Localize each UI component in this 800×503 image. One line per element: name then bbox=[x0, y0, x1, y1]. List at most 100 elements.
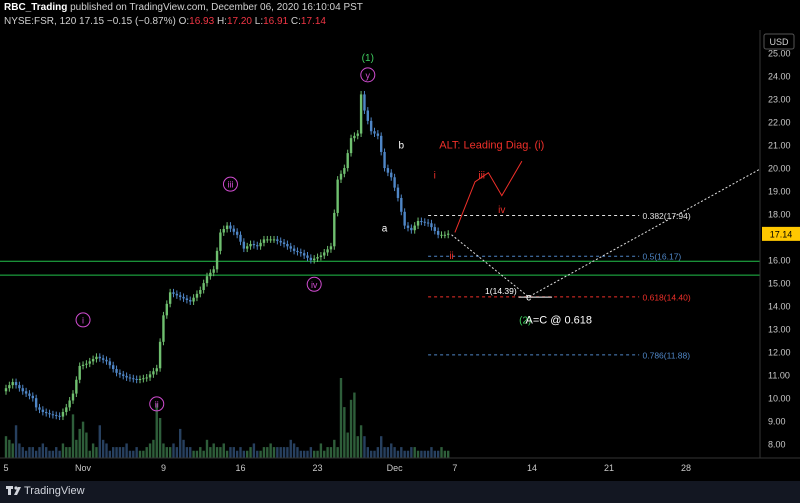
author-name[interactable]: RBC_Trading bbox=[4, 2, 68, 13]
publish-line: RBC_Trading published on TradingView.com… bbox=[4, 2, 363, 13]
candle-body bbox=[189, 299, 192, 302]
volume-bar bbox=[88, 450, 91, 458]
projection-label: 1(14.39) bbox=[485, 286, 517, 296]
time-axis[interactable] bbox=[0, 458, 800, 481]
candle-body bbox=[329, 246, 333, 250]
tradingview-logo-icon bbox=[6, 486, 21, 495]
candle-body bbox=[373, 131, 376, 134]
candle-body bbox=[78, 365, 81, 380]
candle-body bbox=[45, 411, 48, 414]
candle-body bbox=[282, 242, 286, 244]
candle-body bbox=[380, 135, 383, 152]
candle-body bbox=[55, 415, 58, 417]
y-tick-label: 13.00 bbox=[768, 325, 791, 335]
volume-bar bbox=[443, 450, 447, 458]
volume-bar bbox=[282, 447, 286, 458]
volume-bar bbox=[158, 418, 162, 458]
x-tick-label: 9 bbox=[161, 463, 166, 473]
volume-bar bbox=[346, 432, 349, 458]
candle-body bbox=[420, 220, 423, 222]
wave-label: iv bbox=[498, 205, 505, 216]
y-tick-label: 15.00 bbox=[768, 279, 791, 289]
volume-bar bbox=[58, 450, 61, 458]
candle-body bbox=[148, 374, 152, 378]
price-chart[interactable]: 0.382(17.94) 0.5(16.17) 0.618(14.40) 0.786(… bbox=[0, 30, 800, 481]
candle-body bbox=[205, 276, 209, 284]
volume-bar bbox=[155, 403, 158, 458]
candle-body bbox=[363, 94, 366, 111]
volume-bar bbox=[152, 439, 155, 458]
high-label: H: bbox=[216, 16, 227, 27]
candle-body bbox=[447, 233, 450, 235]
candle-body bbox=[323, 252, 326, 256]
volume-bar bbox=[420, 450, 423, 458]
candle-body bbox=[172, 292, 175, 294]
candle-body bbox=[192, 297, 195, 302]
volume-bar bbox=[319, 443, 323, 458]
volume-bar bbox=[8, 439, 11, 458]
volume-bar bbox=[55, 447, 58, 458]
volume-bar bbox=[162, 443, 165, 458]
wave-label: iii bbox=[227, 180, 233, 190]
x-tick-label: 16 bbox=[235, 463, 245, 473]
y-tick-label: 19.00 bbox=[768, 187, 791, 197]
candle-body bbox=[383, 151, 386, 169]
candle-body bbox=[440, 234, 443, 236]
plot-area[interactable] bbox=[0, 30, 760, 458]
volume-bar bbox=[279, 447, 282, 458]
candle-body bbox=[316, 257, 319, 259]
y-tick-label: 24.00 bbox=[768, 72, 791, 82]
volume-bar bbox=[148, 443, 152, 458]
candle-body bbox=[386, 168, 390, 173]
close-label: C: bbox=[290, 16, 301, 27]
candle-body bbox=[185, 298, 189, 300]
candle-body bbox=[11, 382, 14, 386]
y-tick-label: 23.00 bbox=[768, 95, 791, 105]
candle-body bbox=[51, 414, 55, 416]
candle-body bbox=[406, 225, 410, 228]
candle-body bbox=[95, 356, 98, 360]
volume-bar bbox=[366, 447, 369, 458]
tradingview-brand[interactable]: TradingView bbox=[24, 485, 85, 497]
volume-bar bbox=[433, 450, 436, 458]
candle-body bbox=[14, 382, 18, 386]
candle-body bbox=[8, 385, 11, 389]
candle-body bbox=[182, 296, 185, 299]
candle-body bbox=[390, 172, 393, 178]
volume-bar bbox=[189, 447, 192, 458]
candle-body bbox=[85, 363, 88, 365]
candle-body bbox=[353, 135, 356, 139]
volume-bar bbox=[145, 447, 148, 458]
volume-bar bbox=[68, 447, 71, 458]
candle-body bbox=[68, 400, 71, 408]
volume-bar bbox=[28, 447, 31, 458]
volume-bar bbox=[373, 450, 376, 458]
open-value: 16.93 bbox=[189, 16, 215, 27]
candle-body bbox=[98, 356, 101, 359]
currency-box[interactable] bbox=[763, 33, 795, 50]
volume-bar bbox=[440, 447, 443, 458]
volume-bar bbox=[272, 447, 276, 458]
volume-bar bbox=[172, 443, 175, 458]
wave-label: b bbox=[399, 141, 405, 152]
candle-body bbox=[296, 250, 299, 253]
volume-bar bbox=[359, 425, 363, 458]
candle-body bbox=[165, 303, 168, 316]
candle-body bbox=[41, 409, 45, 412]
volume-bar bbox=[259, 450, 262, 458]
volume-bar bbox=[329, 447, 333, 458]
volume-bar bbox=[386, 447, 390, 458]
volume-bar bbox=[81, 421, 85, 458]
candle-body bbox=[252, 244, 256, 246]
x-tick-label: 21 bbox=[604, 463, 614, 473]
volume-bar bbox=[336, 447, 339, 458]
y-tick-label: 9.00 bbox=[768, 417, 786, 427]
volume-bar bbox=[14, 425, 18, 458]
volume-bar bbox=[430, 447, 433, 458]
y-tick-label: 10.00 bbox=[768, 394, 791, 404]
candle-body bbox=[175, 293, 179, 296]
price-axis[interactable] bbox=[760, 30, 800, 458]
candle-body bbox=[313, 258, 316, 261]
volume-bar bbox=[413, 447, 416, 458]
candle-body bbox=[135, 378, 138, 380]
